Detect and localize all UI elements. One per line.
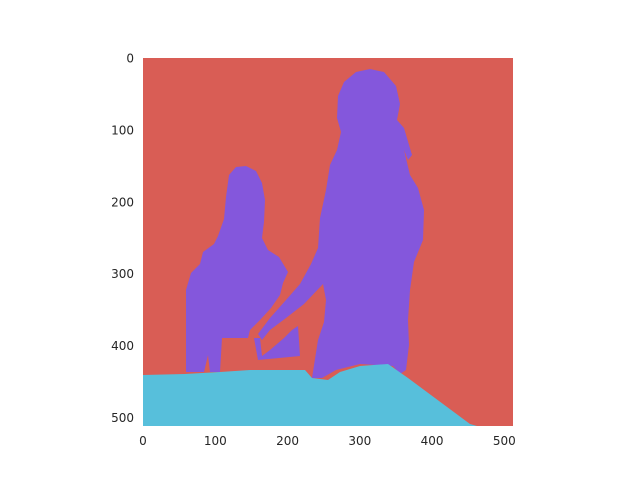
- y-tick-label-100: 100: [111, 123, 134, 137]
- person-region-tall: [258, 69, 424, 378]
- x-tick-label-200: 200: [276, 434, 299, 448]
- y-tick-label-200: 200: [111, 195, 134, 209]
- x-tick-label-0: 0: [139, 434, 147, 448]
- plot-area: [143, 58, 513, 426]
- person-region-small: [186, 166, 300, 372]
- x-axis-ticks: 0 100 200 300 400 500: [139, 434, 516, 448]
- y-tick-label-500: 500: [111, 411, 134, 425]
- x-tick-label-300: 300: [348, 434, 371, 448]
- y-tick-label-0: 0: [126, 52, 134, 66]
- y-tick-label-400: 400: [111, 339, 134, 353]
- y-axis-ticks: 0 100 200 300 400 500: [111, 52, 134, 425]
- x-tick-label-500: 500: [493, 434, 516, 448]
- y-tick-label-300: 300: [111, 267, 134, 281]
- floor-region: [143, 364, 477, 426]
- x-tick-label-100: 100: [204, 434, 227, 448]
- x-tick-label-400: 400: [421, 434, 444, 448]
